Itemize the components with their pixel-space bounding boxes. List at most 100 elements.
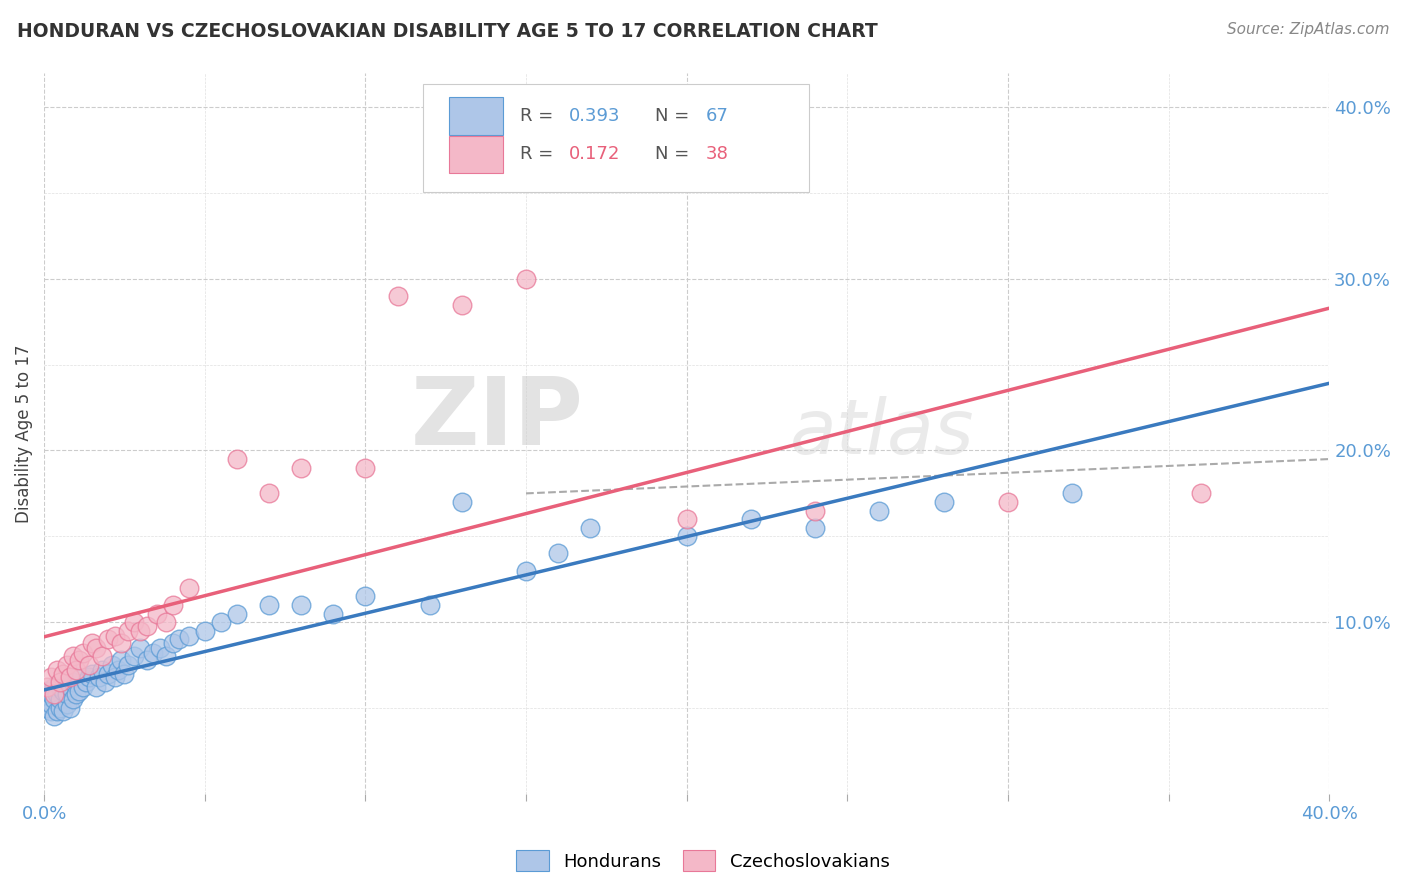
Point: [177, 629, 200, 643]
Point: [62, 692, 84, 706]
Point: [675, 529, 697, 543]
Point: [82, 666, 104, 681]
Point: [82, 635, 104, 649]
Point: [149, 640, 172, 655]
Point: [804, 503, 827, 517]
Point: [39, 687, 62, 701]
Point: [450, 298, 472, 312]
Point: [37, 683, 59, 698]
Point: [155, 615, 177, 629]
Point: [87, 670, 110, 684]
Point: [84, 640, 107, 655]
Text: 38: 38: [706, 145, 728, 163]
Point: [177, 581, 200, 595]
Point: [75, 675, 97, 690]
Point: [257, 598, 280, 612]
Point: [77, 657, 100, 672]
Text: HONDURAN VS CZECHOSLOVAKIAN DISABILITY AGE 5 TO 17 CORRELATION CHART: HONDURAN VS CZECHOSLOVAKIAN DISABILITY A…: [17, 22, 877, 41]
Point: [46, 704, 69, 718]
Point: [49, 701, 72, 715]
Point: [209, 615, 232, 629]
Y-axis label: Disability Age 5 to 17: Disability Age 5 to 17: [15, 344, 32, 523]
Point: [1189, 486, 1212, 500]
Point: [65, 670, 87, 684]
Point: [419, 598, 441, 612]
Point: [869, 503, 891, 517]
Point: [110, 653, 132, 667]
Point: [37, 701, 59, 715]
Legend: Hondurans, Czechoslovakians: Hondurans, Czechoslovakians: [509, 843, 897, 879]
Text: atlas: atlas: [790, 396, 974, 470]
Point: [450, 495, 472, 509]
FancyBboxPatch shape: [423, 84, 808, 192]
Point: [62, 649, 84, 664]
Point: [162, 598, 184, 612]
Point: [52, 683, 75, 698]
Point: [62, 675, 84, 690]
Point: [69, 653, 91, 667]
Point: [69, 683, 91, 698]
Point: [135, 653, 157, 667]
Point: [117, 624, 139, 638]
Text: 0.172: 0.172: [568, 145, 620, 163]
Point: [49, 692, 72, 706]
Point: [257, 486, 280, 500]
Text: N =: N =: [655, 107, 695, 125]
Point: [65, 687, 87, 701]
Point: [135, 618, 157, 632]
Point: [39, 670, 62, 684]
Point: [37, 692, 59, 706]
FancyBboxPatch shape: [449, 136, 503, 173]
Point: [117, 657, 139, 672]
Text: ZIP: ZIP: [411, 373, 583, 465]
Point: [110, 635, 132, 649]
Point: [77, 670, 100, 684]
Point: [162, 635, 184, 649]
Point: [37, 681, 59, 695]
Point: [997, 495, 1019, 509]
Point: [59, 701, 82, 715]
Point: [97, 666, 120, 681]
Point: [72, 646, 94, 660]
Point: [42, 681, 65, 695]
Text: R =: R =: [520, 145, 558, 163]
Point: [42, 709, 65, 723]
Point: [55, 687, 77, 701]
Point: [129, 624, 152, 638]
Point: [354, 460, 377, 475]
Point: [740, 512, 762, 526]
Point: [107, 663, 129, 677]
Point: [675, 512, 697, 526]
FancyBboxPatch shape: [449, 97, 503, 135]
Point: [225, 452, 247, 467]
Text: Source: ZipAtlas.com: Source: ZipAtlas.com: [1226, 22, 1389, 37]
Point: [65, 663, 87, 677]
Point: [84, 681, 107, 695]
Point: [39, 698, 62, 712]
Point: [114, 666, 136, 681]
Point: [42, 687, 65, 701]
Point: [515, 272, 537, 286]
Point: [46, 687, 69, 701]
Point: [194, 624, 217, 638]
Point: [145, 607, 167, 621]
Point: [59, 681, 82, 695]
Point: [804, 521, 827, 535]
Point: [290, 598, 312, 612]
Point: [932, 495, 955, 509]
Point: [55, 657, 77, 672]
Point: [72, 681, 94, 695]
Point: [142, 646, 165, 660]
Text: N =: N =: [655, 145, 695, 163]
Point: [122, 615, 145, 629]
Point: [1062, 486, 1084, 500]
Point: [225, 607, 247, 621]
Point: [579, 521, 602, 535]
Point: [354, 590, 377, 604]
Point: [94, 675, 117, 690]
Point: [52, 704, 75, 718]
Point: [129, 640, 152, 655]
Text: R =: R =: [520, 107, 558, 125]
Point: [387, 289, 409, 303]
Point: [290, 460, 312, 475]
